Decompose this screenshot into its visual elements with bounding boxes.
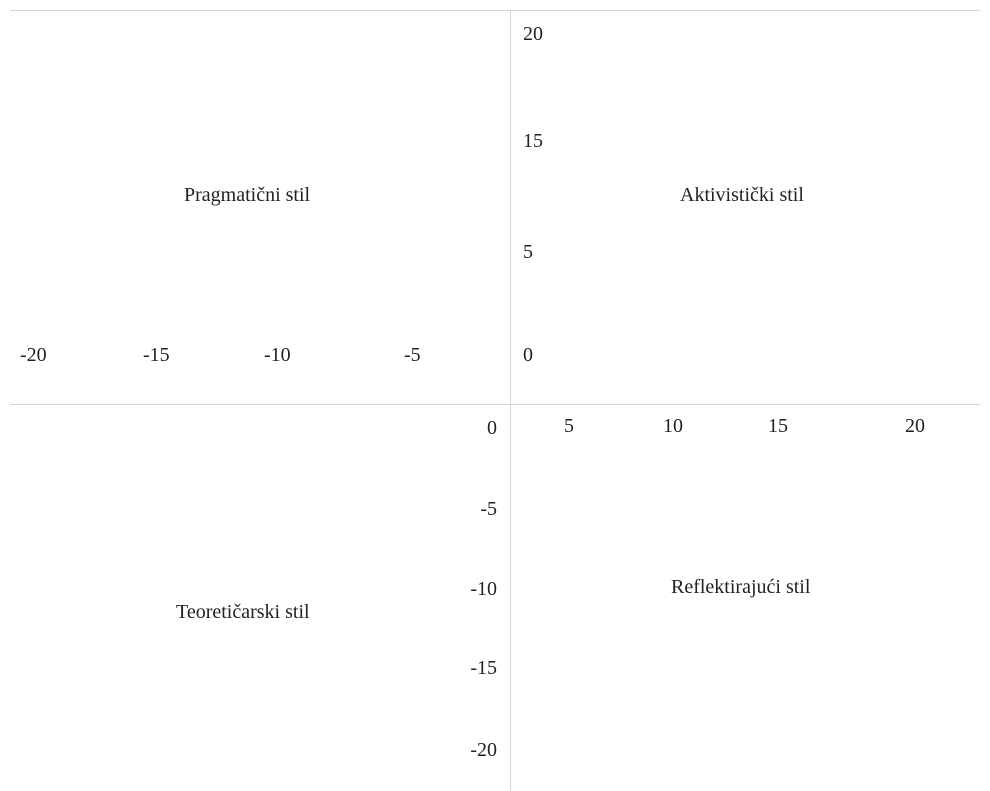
x-tick-15: 15 (768, 415, 788, 437)
top-border-line (10, 10, 980, 11)
y-tick-0-bottom: 0 (487, 417, 497, 439)
x-tick-neg-15: -15 (143, 344, 170, 366)
horizontal-axis (10, 404, 980, 405)
x-tick-5: 5 (564, 415, 574, 437)
x-tick-neg-10: -10 (264, 344, 291, 366)
y-tick-neg-5: -5 (480, 498, 497, 520)
x-tick-neg-5: -5 (404, 344, 421, 366)
y-tick-15: 15 (523, 130, 543, 152)
y-tick-neg-10: -10 (470, 578, 497, 600)
quadrant-label-bottom-right: Reflektirajući stil (671, 576, 811, 598)
y-tick-neg-15: -15 (470, 657, 497, 679)
y-tick-5: 5 (523, 241, 533, 263)
x-tick-10: 10 (663, 415, 683, 437)
quadrant-label-top-right: Aktivistički stil (680, 184, 804, 206)
x-tick-neg-20: -20 (20, 344, 47, 366)
y-tick-0-top: 0 (523, 344, 533, 366)
quadrant-label-top-left: Pragmatični stil (184, 184, 311, 206)
quadrant-label-bottom-left: Teoretičarski stil (176, 601, 310, 623)
y-tick-20: 20 (523, 23, 543, 45)
y-tick-neg-20: -20 (470, 739, 497, 761)
x-tick-20: 20 (905, 415, 925, 437)
vertical-axis (510, 10, 511, 791)
